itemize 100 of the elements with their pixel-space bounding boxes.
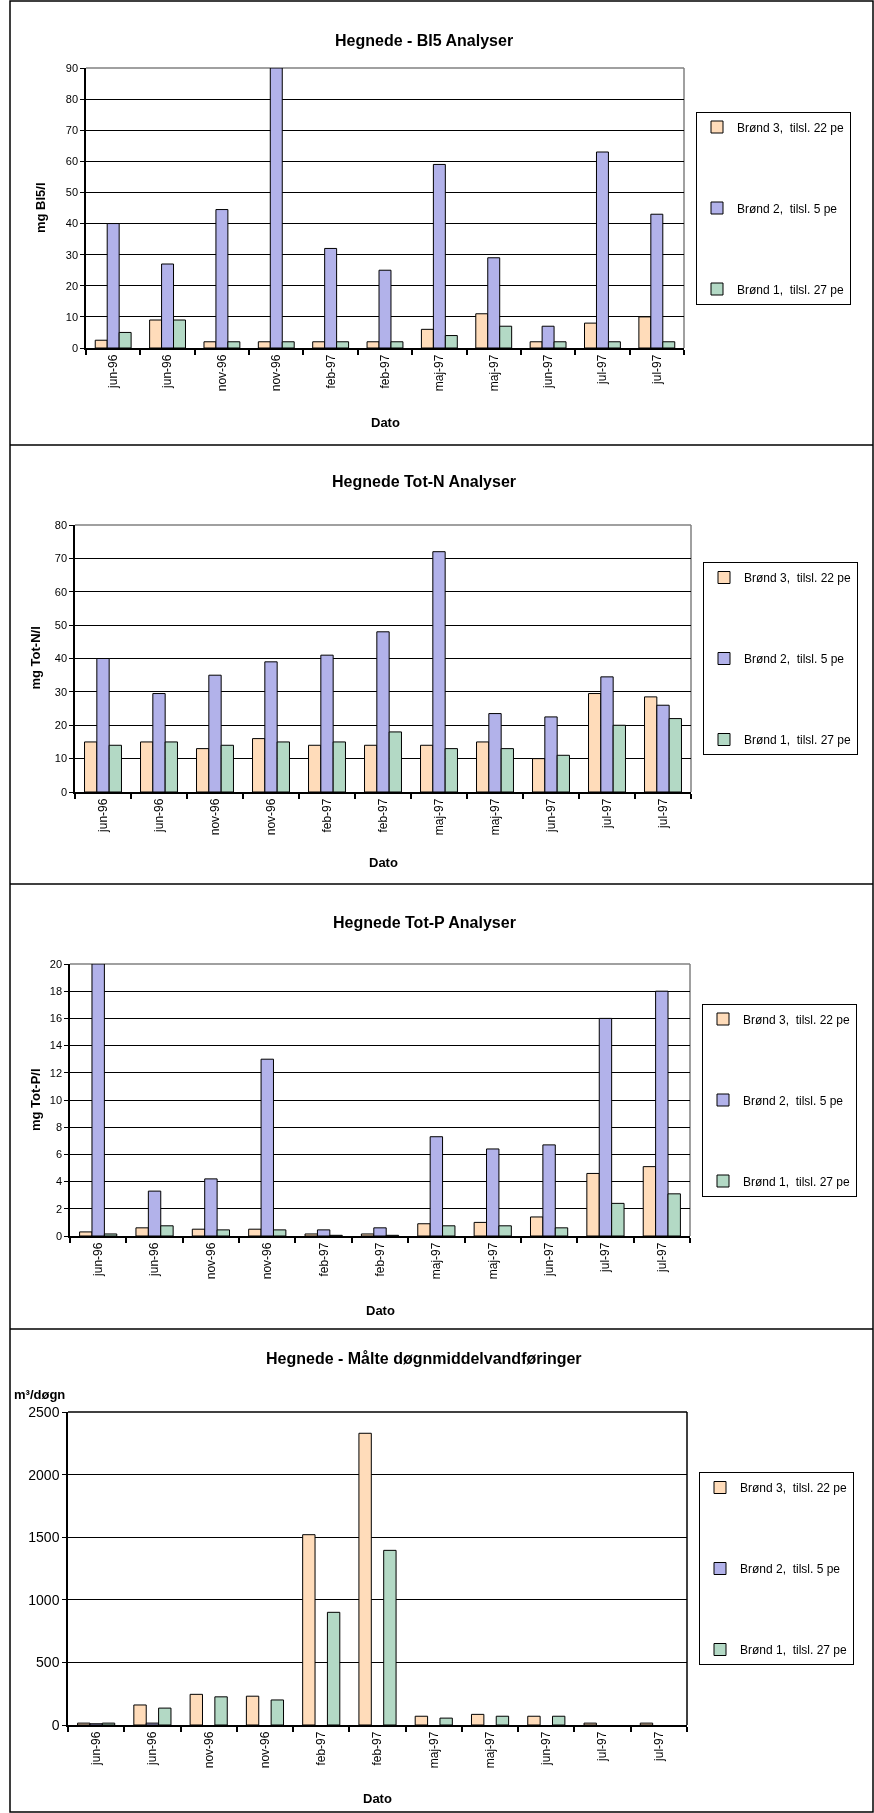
legend-label: Brønd 1, tilsl. 27 pe [737,282,845,297]
y-tick-label: 70 [65,124,79,137]
x-tick-label: maj-97 [426,1731,441,1769]
y-axis-title: mg Tot-N/l [27,626,43,690]
y-tick-label: 90 [65,61,79,74]
y-tick-label: 1000 [28,1591,60,1608]
x-tick-label: jun-97 [543,798,558,833]
x-tick-label: maj-97 [486,354,501,392]
x-tick-label: jun-96 [145,1731,160,1766]
x-tick-label: feb-97 [319,798,334,833]
x-tick-label: jul-97 [649,354,664,385]
y-tick-label: 8 [55,1121,63,1134]
y-tick-label: 10 [49,1093,63,1106]
x-tick-label: jun-96 [91,1242,106,1277]
y-tick-label: 2 [55,1202,63,1215]
chart-title: Hegnede - Målte døgnmiddelvandføringer [266,1350,582,1367]
y-tick-label: 2000 [28,1466,60,1483]
x-tick-label: nov-96 [257,1731,272,1769]
x-axis-title: Dato [369,855,398,870]
y-tick-label: 50 [65,186,79,199]
x-tick-label: jul-97 [654,1242,669,1273]
y-tick-label: 60 [65,155,79,168]
legend-label: Brønd 2, tilsl. 5 pe [744,652,845,667]
legend-label: Brønd 3, tilsl. 22 pe [737,120,845,135]
y-tick-label: 0 [60,785,68,798]
y-tick-label: 30 [65,248,79,261]
x-tick-label: jun-96 [95,798,110,833]
y-tick-label: 80 [65,92,79,105]
y-tick-label: 20 [65,279,79,292]
legend-label: Brønd 2, tilsl. 5 pe [737,201,838,216]
x-tick-label: feb-97 [316,1242,331,1277]
legend-label: Brønd 1, tilsl. 27 pe [744,733,852,748]
legend-label: Brønd 3, tilsl. 22 pe [744,571,852,586]
y-axis-title: m³/døgn [14,1387,66,1402]
x-tick-label: jun-96 [151,798,166,833]
x-tick-label: feb-97 [314,1731,329,1766]
x-tick-label: feb-97 [375,798,390,833]
x-tick-label: jul-97 [598,1242,613,1273]
y-tick-label: 1500 [28,1529,60,1546]
y-tick-label: 14 [49,1039,63,1052]
x-tick-label: jun-97 [539,1731,554,1766]
y-tick-label: 20 [49,957,63,970]
y-axis-title: mg Tot-P/l [28,1068,43,1131]
legend-label: Brønd 3, tilsl. 22 pe [740,1481,848,1496]
y-tick-label: 30 [54,685,68,698]
x-tick-label: nov-96 [260,1242,275,1280]
y-tick-label: 500 [36,1654,60,1671]
x-tick-label: maj-97 [482,1731,497,1769]
y-tick-label: 4 [55,1175,63,1188]
x-tick-label: jun-96 [160,354,175,389]
x-tick-label: jul-97 [595,354,610,385]
legend-label: Brønd 1, tilsl. 27 pe [740,1643,848,1658]
y-tick-label: 6 [55,1148,63,1161]
y-tick-label: 40 [65,217,79,230]
x-tick-label: maj-97 [431,798,446,836]
x-tick-label: maj-97 [432,354,447,392]
x-tick-label: jun-97 [541,1242,556,1277]
x-tick-label: maj-97 [429,1242,444,1280]
y-tick-label: 0 [55,1229,63,1242]
x-tick-label: jun-96 [147,1242,162,1277]
legend-label: Brønd 2, tilsl. 5 pe [743,1093,844,1108]
x-tick-label: maj-97 [487,798,502,836]
y-tick-label: 16 [49,1012,63,1025]
legend-label: Brønd 1, tilsl. 27 pe [743,1174,851,1189]
legend-label: Brønd 2, tilsl. 5 pe [740,1562,841,1577]
chart-title: Hegnede - BI5 Analyser [335,32,514,49]
y-axis-title: mg BI5/l [33,182,48,233]
x-tick-label: feb-97 [377,354,392,389]
x-tick-label: feb-97 [370,1731,385,1766]
y-tick-label: 70 [54,552,68,565]
x-tick-label: jul-97 [599,798,614,829]
x-tick-label: jul-97 [651,1731,666,1762]
x-tick-label: jun-97 [540,354,555,389]
x-tick-label: jun-96 [89,1731,104,1766]
x-axis-title: Dato [363,1791,392,1806]
y-tick-label: 0 [71,341,79,354]
chart-title: Hegnede Tot-P Analyser [333,914,516,931]
y-tick-label: 50 [54,618,68,631]
x-tick-label: maj-97 [485,1242,500,1280]
y-tick-label: 60 [54,585,68,598]
legend-label: Brønd 3, tilsl. 22 pe [743,1012,851,1027]
x-tick-label: nov-96 [207,798,222,836]
x-tick-label: jul-97 [595,1731,610,1762]
x-tick-label: jun-96 [106,354,121,389]
y-tick-label: 18 [49,985,63,998]
x-axis-title: Dato [366,1303,395,1318]
x-axis-title: Dato [371,415,400,430]
y-tick-label: 2500 [28,1403,60,1420]
y-tick-label: 20 [54,719,68,732]
x-tick-label: jul-97 [655,798,670,829]
y-tick-label: 80 [54,518,68,531]
y-tick-label: 10 [65,310,79,323]
y-tick-label: 0 [51,1716,60,1733]
x-tick-label: nov-96 [214,354,229,392]
x-tick-label: feb-97 [323,354,338,389]
x-tick-label: feb-97 [372,1242,387,1277]
x-tick-label: nov-96 [203,1242,218,1280]
x-tick-label: nov-96 [263,798,278,836]
y-tick-label: 12 [49,1066,63,1079]
x-tick-label: nov-96 [269,354,284,392]
